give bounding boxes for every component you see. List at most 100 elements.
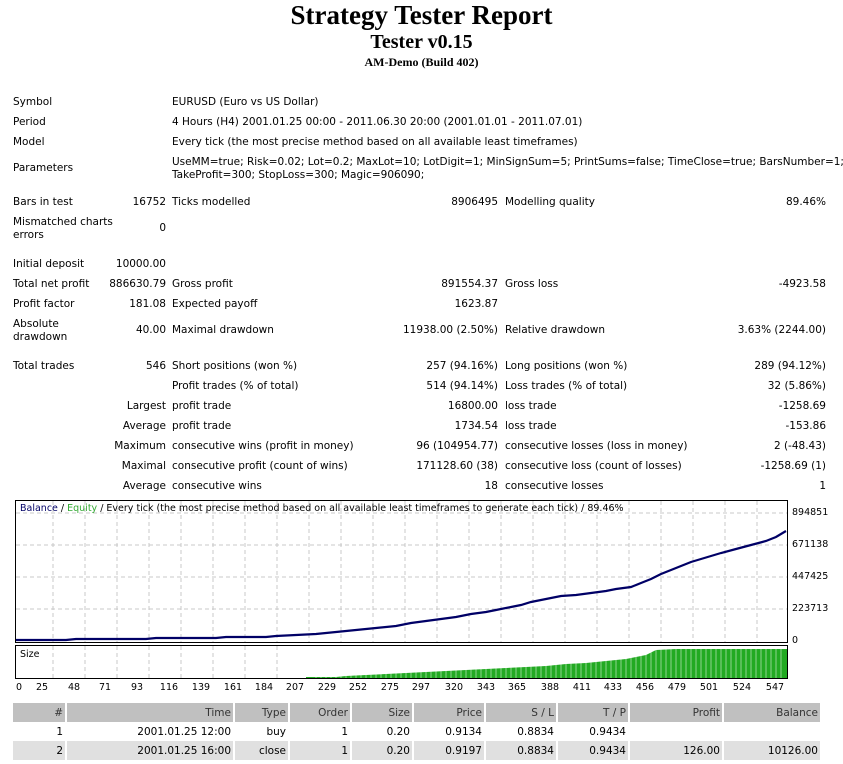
max-consec-losses-value: 2 (-48.43) [773,440,826,452]
account-name: AM-Demo (Build 402) [364,55,479,69]
x-tick: 0 [15,682,23,693]
y-tick: 223713 [792,603,829,614]
model-value: Every tick (the most precise method base… [172,136,578,148]
initial-deposit-label: Initial deposit [13,258,85,270]
gross-profit-value: 891554.37 [441,278,498,290]
y-tick: 671138 [792,539,829,550]
average-profit-value: 1734.54 [454,420,498,432]
maximal-drawdown-label: Maximal drawdown [172,324,274,336]
x-tick: 388 [540,682,560,693]
cell-time: 2001.01.25 16:00 [67,741,233,760]
relative-drawdown-value: 3.63% (2244.00) [737,324,826,336]
x-tick: 479 [667,682,687,693]
cell-balance [724,722,820,741]
expected-payoff-label: Expected payoff [172,298,258,310]
largest-profit-value: 16800.00 [447,400,498,412]
balance-chart-plot [16,501,787,642]
maximal-label: Maximal [121,460,166,472]
profit-trades-value: 514 (94.14%) [426,380,498,392]
max-consec-losses-label: consecutive losses (loss in money) [505,440,688,452]
table-header-row: # Time Type Order Size Price S / L T / P… [13,703,820,722]
x-tick: 297 [411,682,431,693]
legend-equity: Equity [67,503,98,514]
x-tick: 207 [285,682,305,693]
x-tick: 433 [603,682,623,693]
legend-separator: / [57,503,68,514]
col-header-number: # [13,703,65,722]
maximal-consec-profit-value: 171128.60 (38) [416,460,498,472]
cell-profit: 126.00 [630,741,722,760]
cell-number: 2 [13,741,65,760]
cell-time: 2001.01.25 12:00 [137,725,231,738]
cell-type: close [235,741,288,760]
loss-trades-label: Loss trades (% of total) [505,380,628,392]
maximal-consec-loss-value: -1258.69 (1) [760,460,826,472]
parameters-line-2: TakeProfit=300; StopLoss=300; Magic=9060… [172,169,425,181]
trades-table: # Time Type Order Size Price S / L T / P… [11,703,822,760]
col-header-order: Order [290,703,350,722]
avg-consec-losses-label: consecutive losses [505,480,604,492]
total-trades-value: 546 [145,360,166,372]
x-tick: 116 [159,682,179,693]
maximal-drawdown-value: 11938.00 (2.50%) [403,324,498,336]
parameters-line-1: UseMM=true; Risk=0.02; Lot=0.2; MaxLot=1… [172,156,843,168]
cell-sl: 0.8834 [486,741,556,760]
y-tick: 0 [792,635,799,646]
x-tick: 275 [380,682,400,693]
col-header-profit: Profit [630,703,722,722]
symbol-value: EURUSD (Euro vs US Dollar) [172,96,319,108]
average-loss-label: loss trade [505,420,557,432]
avg-consec-losses-value: 1 [819,480,826,492]
x-tick: 139 [191,682,211,693]
col-header-time: Time [67,703,233,722]
col-header-price: Price [414,703,484,722]
size-chart-plot [52,646,787,678]
expected-payoff-value: 1623.87 [454,298,498,310]
y-tick: 447425 [792,571,829,582]
absolute-drawdown-value: 40.00 [135,324,166,336]
balance-line [16,530,787,642]
x-tick: 93 [130,682,144,693]
model-label: Model [13,136,45,148]
cell-tp: 0.9434 [558,741,628,760]
max-consec-wins-value: 96 (104954.77) [416,440,498,452]
x-tick: 411 [572,682,592,693]
table-row: 2 2001.01.25 16:00 close 1 0.20 0.9197 0… [13,741,820,760]
report-title: Strategy Tester Report [290,0,553,30]
total-net-profit-label: Total net profit [13,278,90,290]
cell-number: 1 [56,725,63,738]
largest-profit-label: profit trade [172,400,232,412]
x-tick: 252 [348,682,368,693]
size-bars [306,649,787,678]
short-positions-label: Short positions (won %) [172,360,298,372]
profit-factor-label: Profit factor [13,298,75,310]
ticks-modelled-value: 8906495 [451,196,498,208]
cell-balance: 10126.00 [724,741,820,760]
average-label: Average [122,420,166,432]
total-trades-label: Total trades [13,360,75,372]
x-tick: 524 [732,682,752,693]
size-label: Size [20,649,40,660]
report-subtitle: Tester v0.15 [370,31,473,53]
x-tick: 161 [223,682,243,693]
profit-trades-label: Profit trades (% of total) [172,380,299,392]
x-tick: 25 [35,682,49,693]
table-row: 1 2001.01.25 12:00 buy 1 0.20 0.9134 0.8… [13,722,820,741]
avg-consec-wins-value: 18 [484,480,498,492]
short-positions-value: 257 (94.16%) [426,360,498,372]
x-tick: 71 [98,682,112,693]
symbol-label: Symbol [13,96,53,108]
size-chart: Size [15,645,788,679]
y-tick: 894851 [792,507,829,518]
loss-trades-value: 32 (5.86%) [767,380,826,392]
x-tick: 501 [699,682,719,693]
total-net-profit-value: 886630.79 [109,278,166,290]
legend-balance: Balance [20,503,58,514]
col-header-type: Type [235,703,288,722]
profit-factor-value: 181.08 [129,298,166,310]
col-header-balance: Balance [724,703,820,722]
avg-consec-wins-label: consecutive wins [172,480,262,492]
mismatched-label-2: errors [13,229,44,241]
largest-loss-label: loss trade [505,400,557,412]
maximum-label: Maximum [114,440,166,452]
